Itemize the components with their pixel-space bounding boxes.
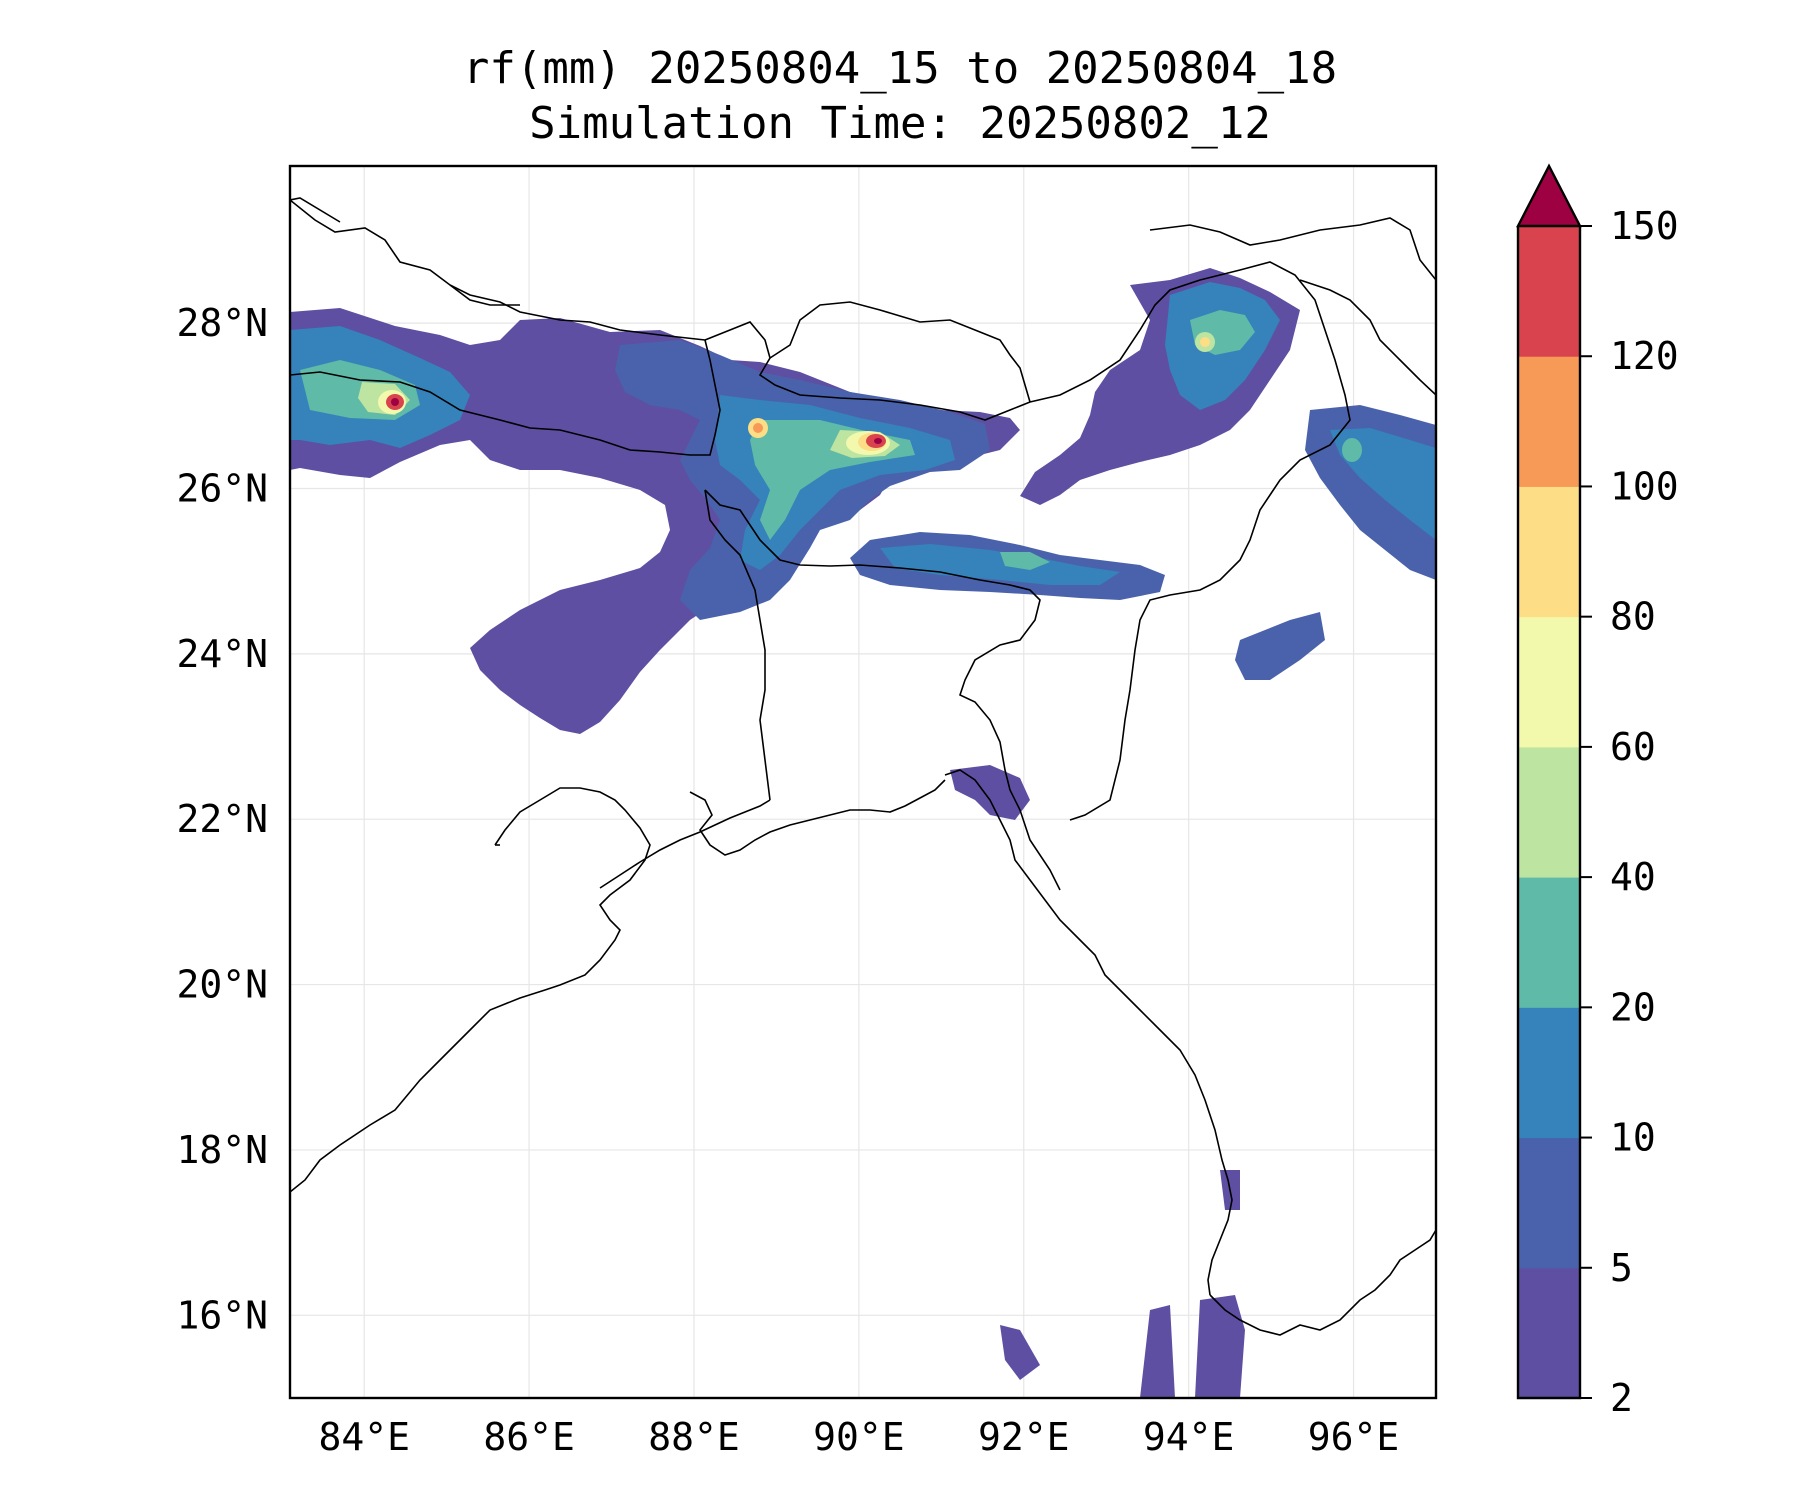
y-tick-label: 26°N [176, 466, 268, 510]
colorbar-frame [1516, 226, 1582, 1400]
x-tick-label: 96°E [1308, 1415, 1400, 1459]
colorbar-segment [1518, 226, 1580, 357]
rain-area-south-streak-3 [1000, 1325, 1040, 1380]
rain-area-mizoram [1235, 612, 1325, 680]
tibet-border [449, 284, 520, 306]
map-panel [288, 164, 1438, 1400]
y-tick-label: 18°N [176, 1128, 268, 1172]
x-tick-label: 84°E [318, 1415, 410, 1459]
colorbar: 2 5 10 20 40 60 80 100 120 150 [1516, 163, 1679, 1420]
nepal-north-border [290, 199, 706, 341]
colorbar-tick-label: 120 [1610, 334, 1679, 378]
bangladesh-west-border [704, 489, 771, 801]
y-tick-label: 20°N [176, 963, 268, 1007]
colorbar-segment [1518, 1137, 1580, 1269]
rain-area-south-streak-2 [1195, 1295, 1245, 1398]
sundarbans-delta [689, 779, 946, 856]
coastline-layer [290, 197, 1436, 1336]
myanmar-south-coast [1209, 1229, 1436, 1336]
rainfall-fill-layer [290, 268, 1436, 1398]
rain-area-east-edge-20 [1342, 438, 1362, 462]
colorbar-segment [1518, 1007, 1580, 1139]
myanmar-east-border [1299, 279, 1436, 396]
bangladesh-border [704, 489, 1061, 891]
colorbar-extend-triangle [1516, 163, 1582, 228]
rain-area-central-peak-150 [874, 438, 882, 444]
rain-area-meghalaya-20 [1000, 552, 1050, 570]
y-tick-label: 16°N [176, 1293, 268, 1337]
colorbar-segment [1518, 1267, 1580, 1399]
bhutan-north-border [769, 301, 1031, 403]
y-tick-label: 22°N [176, 797, 268, 841]
map-title-line1: rf(mm) 20250804_15 to 20250804_18 [462, 43, 1338, 94]
rain-area-meghalaya-10 [880, 544, 1120, 585]
nepal-china-border-west [290, 197, 341, 223]
colorbar-tick-label: 80 [1610, 595, 1656, 639]
colorbar-tick-label: 60 [1610, 725, 1656, 769]
y-tick-label: 28°N [176, 301, 268, 345]
colorbar-segment [1518, 356, 1580, 487]
y-axis-tick-labels: 16°N 18°N 20°N 22°N 24°N 26°N 28°N [176, 301, 268, 1337]
colorbar-tick-label: 100 [1610, 464, 1679, 508]
y-tick-label: 24°N [176, 632, 268, 676]
india-myanmar-border [1029, 261, 1351, 821]
colorbar-tick-label: 150 [1610, 204, 1679, 248]
sikkim-bhutan-border [704, 321, 1031, 421]
colorbar-segment [1518, 616, 1580, 748]
map-frame [288, 164, 1438, 1400]
bangladesh-myanmar-coast [944, 769, 1233, 1296]
rain-area-small-peak-core [753, 423, 763, 433]
x-tick-label: 86°E [483, 1415, 575, 1459]
x-tick-label: 94°E [1143, 1415, 1235, 1459]
china-border [1149, 217, 1436, 281]
rain-area-south-streak-1 [1140, 1305, 1175, 1398]
colorbar-tick-labels: 2 5 10 20 40 60 80 100 120 150 [1580, 204, 1679, 1420]
colorbar-tick-label: 5 [1610, 1246, 1633, 1290]
rain-area-northeast-100 [1200, 337, 1210, 347]
x-axis-tick-labels: 84°E 86°E 88°E 90°E 92°E 94°E 96°E [318, 1415, 1399, 1459]
map-title-line2: Simulation Time: 20250802_12 [529, 98, 1271, 149]
colorbar-tick-label: 20 [1610, 985, 1656, 1029]
colorbar-segments [1518, 226, 1580, 1399]
india-east-coastline [290, 787, 651, 1193]
colorbar-tick-label: 10 [1610, 1116, 1656, 1160]
rain-area-west-peak-150 [391, 398, 399, 406]
colorbar-tick-label: 40 [1610, 855, 1656, 899]
west-bengal-bihar-border [290, 339, 721, 456]
x-tick-label: 90°E [813, 1415, 905, 1459]
rain-area-bay-small [950, 765, 1030, 820]
bengal-coast-west [599, 799, 771, 889]
colorbar-segment [1518, 486, 1580, 618]
x-tick-label: 92°E [978, 1415, 1070, 1459]
colorbar-segment [1518, 746, 1580, 878]
colorbar-tick-label: 2 [1610, 1376, 1633, 1420]
x-tick-label: 88°E [648, 1415, 740, 1459]
colorbar-segment [1518, 877, 1580, 1008]
